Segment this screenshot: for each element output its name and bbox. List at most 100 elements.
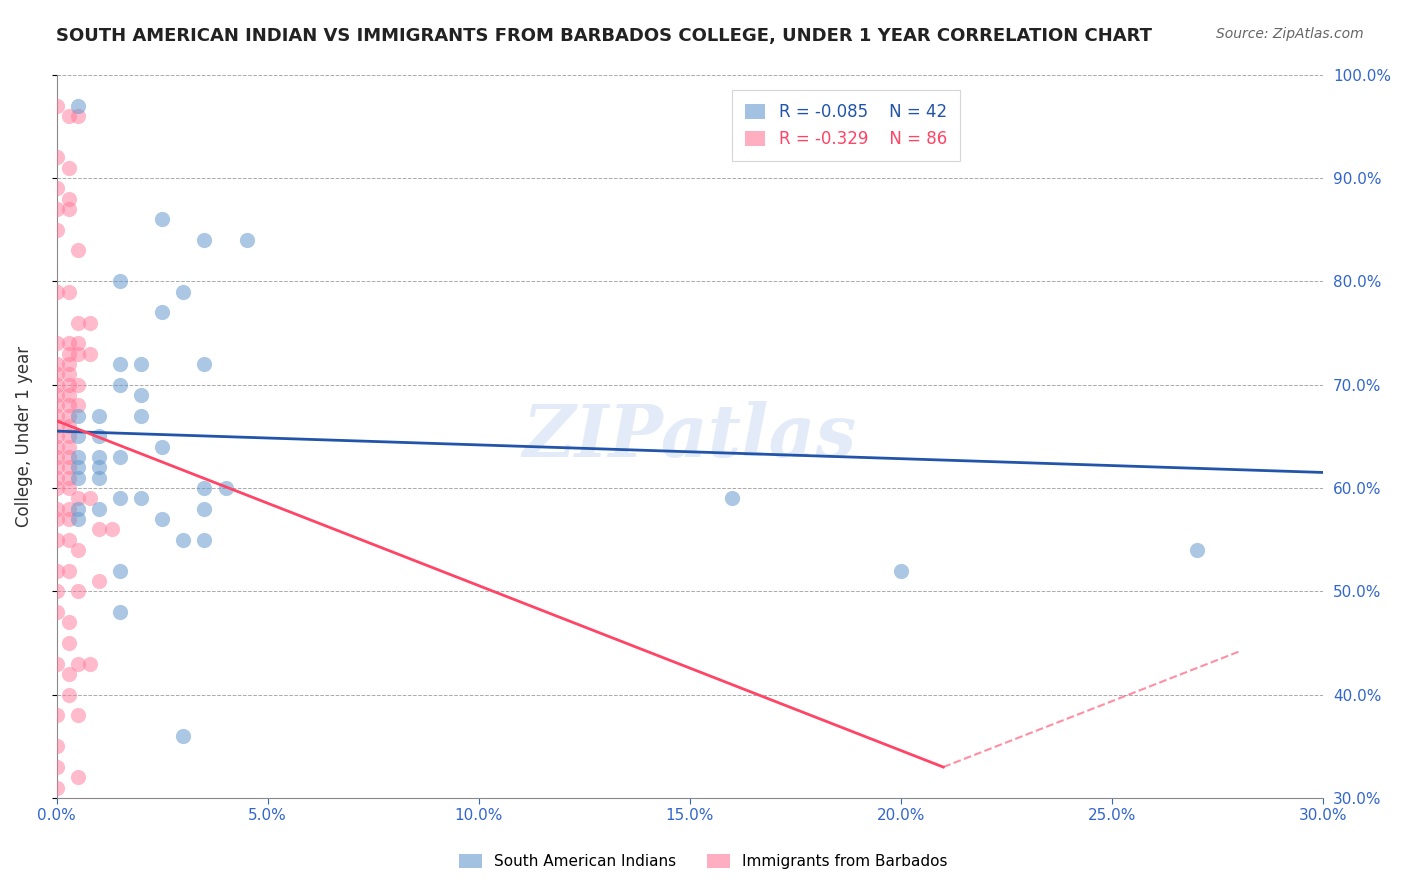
Point xyxy=(58,450,80,464)
Point xyxy=(108,450,131,464)
Point xyxy=(45,564,67,578)
Point xyxy=(45,450,67,464)
Point xyxy=(58,564,80,578)
Point xyxy=(108,377,131,392)
Point xyxy=(193,481,215,495)
Point xyxy=(66,543,89,558)
Point xyxy=(235,233,257,247)
Point xyxy=(45,368,67,382)
Point xyxy=(87,501,110,516)
Point xyxy=(66,336,89,351)
Point xyxy=(45,584,67,599)
Point xyxy=(129,388,152,402)
Point xyxy=(45,470,67,484)
Point xyxy=(45,377,67,392)
Point xyxy=(172,285,194,299)
Point xyxy=(129,491,152,506)
Point xyxy=(58,512,80,526)
Point xyxy=(214,481,236,495)
Point xyxy=(58,533,80,547)
Point xyxy=(150,440,173,454)
Point xyxy=(58,419,80,434)
Point xyxy=(58,409,80,423)
Point xyxy=(100,522,122,536)
Point xyxy=(45,398,67,412)
Point xyxy=(45,708,67,723)
Point xyxy=(58,336,80,351)
Point xyxy=(58,285,80,299)
Point xyxy=(45,357,67,371)
Point xyxy=(193,233,215,247)
Point xyxy=(150,212,173,227)
Point xyxy=(58,440,80,454)
Point xyxy=(58,357,80,371)
Point xyxy=(66,377,89,392)
Point xyxy=(58,688,80,702)
Point xyxy=(87,429,110,443)
Point xyxy=(87,460,110,475)
Text: SOUTH AMERICAN INDIAN VS IMMIGRANTS FROM BARBADOS COLLEGE, UNDER 1 YEAR CORRELAT: SOUTH AMERICAN INDIAN VS IMMIGRANTS FROM… xyxy=(56,27,1153,45)
Point xyxy=(45,409,67,423)
Point xyxy=(45,605,67,619)
Point xyxy=(79,346,101,360)
Point xyxy=(58,398,80,412)
Point xyxy=(721,491,744,506)
Point xyxy=(58,481,80,495)
Point xyxy=(79,316,101,330)
Point xyxy=(66,708,89,723)
Point xyxy=(58,667,80,681)
Point xyxy=(79,491,101,506)
Point xyxy=(45,336,67,351)
Point xyxy=(45,419,67,434)
Point xyxy=(58,470,80,484)
Point xyxy=(45,460,67,475)
Point xyxy=(45,512,67,526)
Point xyxy=(108,491,131,506)
Point xyxy=(66,512,89,526)
Point xyxy=(108,564,131,578)
Point xyxy=(58,377,80,392)
Point xyxy=(66,501,89,516)
Point xyxy=(45,285,67,299)
Point xyxy=(45,780,67,795)
Point xyxy=(129,357,152,371)
Point xyxy=(66,491,89,506)
Point xyxy=(45,98,67,112)
Point xyxy=(45,739,67,754)
Point xyxy=(45,388,67,402)
Point xyxy=(66,109,89,123)
Point xyxy=(150,512,173,526)
Point xyxy=(108,274,131,288)
Point xyxy=(58,460,80,475)
Point xyxy=(58,368,80,382)
Point xyxy=(66,98,89,112)
Point xyxy=(45,150,67,164)
Point xyxy=(45,429,67,443)
Point xyxy=(58,615,80,630)
Point xyxy=(45,481,67,495)
Point xyxy=(87,522,110,536)
Point xyxy=(66,346,89,360)
Point xyxy=(58,388,80,402)
Point xyxy=(172,729,194,743)
Point xyxy=(108,605,131,619)
Point xyxy=(45,533,67,547)
Point xyxy=(193,357,215,371)
Point xyxy=(66,398,89,412)
Point xyxy=(58,636,80,650)
Point xyxy=(58,429,80,443)
Point xyxy=(79,657,101,671)
Point xyxy=(45,222,67,236)
Point xyxy=(58,109,80,123)
Point xyxy=(66,409,89,423)
Point xyxy=(66,584,89,599)
Point xyxy=(45,202,67,216)
Point xyxy=(129,409,152,423)
Point xyxy=(87,574,110,588)
Point xyxy=(87,470,110,484)
Point xyxy=(193,501,215,516)
Point xyxy=(45,501,67,516)
Point xyxy=(45,760,67,774)
Point xyxy=(58,346,80,360)
Point xyxy=(58,202,80,216)
